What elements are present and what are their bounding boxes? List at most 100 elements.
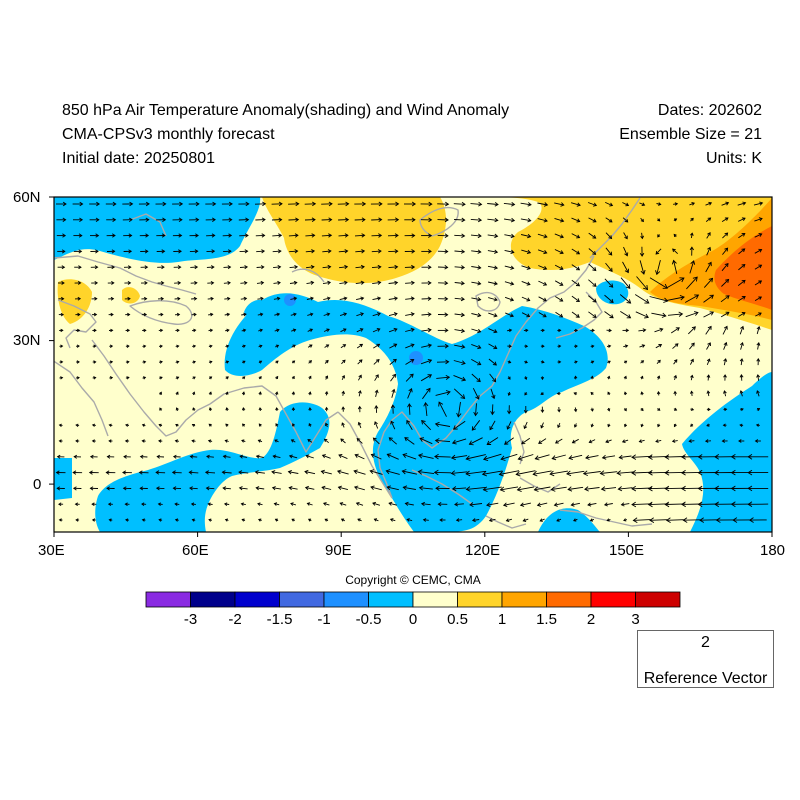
- wind-vector-shaft: [754, 249, 762, 254]
- wind-vector-shaft: [354, 486, 365, 491]
- wind-vector-head: [109, 376, 114, 380]
- wind-vector-head: [599, 470, 605, 476]
- lon-label-150e: 150E: [609, 542, 645, 559]
- wind-vector-head: [225, 391, 229, 395]
- wind-vector-shaft: [321, 234, 332, 237]
- wind-vector-shaft: [223, 282, 231, 284]
- wind-vector-head: [210, 265, 215, 270]
- wind-vector-shaft: [705, 326, 712, 335]
- wind-vector-head: [640, 235, 645, 240]
- wind-vector-head: [107, 502, 112, 506]
- wind-vector-head: [128, 233, 133, 238]
- wind-vector-head: [427, 296, 432, 301]
- wind-vector-head: [141, 439, 145, 443]
- wind-vector-head: [60, 312, 65, 317]
- wind-vector-head: [272, 454, 277, 459]
- wind-vector-head: [607, 360, 611, 364]
- wind-vector-head: [337, 485, 342, 491]
- wind-vector-head: [375, 374, 379, 378]
- colorbar: [145, 591, 681, 608]
- wind-vector-shaft: [623, 232, 628, 239]
- lon-label-90e: 90E: [325, 542, 352, 559]
- wind-vector-head: [76, 328, 81, 333]
- wind-vector-head: [582, 470, 588, 477]
- wind-vector-head: [498, 471, 504, 477]
- wind-vector-head: [608, 328, 612, 333]
- wind-vector-head: [739, 358, 744, 362]
- wind-vector-head: [259, 360, 263, 364]
- wind-vector-shaft: [307, 313, 313, 316]
- wind-vector-head: [411, 233, 416, 238]
- wind-vector-head: [328, 217, 333, 222]
- wind-vector-shaft: [641, 232, 643, 239]
- wind-vector-head: [730, 469, 736, 476]
- wind-vector-head: [227, 265, 232, 270]
- wind-vector-head: [209, 376, 213, 380]
- wind-vector-head: [493, 345, 498, 350]
- wind-vector-shaft: [340, 328, 347, 333]
- wind-vector-shaft: [205, 471, 216, 474]
- wind-vector-shaft: [405, 328, 415, 332]
- wind-vector-shaft: [255, 471, 265, 474]
- wind-vector-head: [77, 281, 82, 285]
- wind-vector-head: [671, 439, 676, 443]
- wind-vector-head: [730, 485, 736, 492]
- wind-vector-head: [560, 202, 565, 207]
- wind-vector-head: [592, 282, 597, 287]
- wind-vector-head: [360, 312, 364, 317]
- wind-vector-head: [262, 201, 267, 207]
- wind-vector-head: [58, 423, 62, 427]
- wind-vector-head: [192, 407, 196, 411]
- wind-vector-head: [159, 344, 163, 348]
- wind-vector-head: [554, 439, 559, 444]
- wind-vector-shaft: [489, 373, 496, 382]
- wind-vector-shaft: [636, 276, 648, 290]
- colorbar-tick-label: -3: [183, 611, 198, 628]
- wind-vector-shaft: [206, 455, 214, 458]
- wind-vector-head: [608, 267, 613, 272]
- wind-vector-head: [110, 312, 114, 317]
- wind-vector-shaft: [738, 264, 746, 271]
- wind-vector-head: [606, 518, 610, 522]
- wind-vector-head: [427, 312, 432, 317]
- wind-vector-shaft: [757, 342, 760, 350]
- wind-vector-shaft: [355, 454, 365, 460]
- wind-vector-head: [72, 486, 77, 491]
- wind-vector-shaft: [672, 440, 678, 442]
- wind-vector-shaft: [504, 437, 514, 445]
- wind-vector-shaft: [705, 217, 711, 222]
- wind-vector-shaft: [619, 294, 631, 304]
- wind-vector-shaft: [457, 401, 461, 417]
- wind-vector-shaft: [436, 376, 450, 379]
- wind-vector-shaft: [390, 421, 396, 430]
- wind-vector-head: [502, 502, 508, 508]
- wind-vector-head: [343, 328, 347, 332]
- wind-vector-head: [207, 502, 211, 506]
- wind-vector-head: [640, 408, 644, 412]
- wind-vector-head: [404, 501, 409, 506]
- wind-vector-head: [60, 344, 64, 348]
- wind-vector-head: [519, 502, 525, 507]
- wind-vector-head: [328, 233, 333, 238]
- wind-vector-head: [609, 298, 614, 304]
- wind-vector-head: [209, 344, 213, 348]
- wind-vector-head: [293, 312, 297, 317]
- wind-vector-head: [411, 264, 416, 270]
- wind-vector-head: [603, 502, 608, 507]
- colorbar-tick-label: -1: [317, 611, 331, 628]
- wind-vector-head: [390, 420, 395, 425]
- wind-vector-shaft: [288, 234, 298, 237]
- wind-vector-shaft: [466, 486, 486, 490]
- wind-vector-head: [527, 217, 532, 223]
- wind-vector-head: [278, 201, 283, 207]
- wind-vector-head: [517, 455, 523, 461]
- wind-vector-shaft: [470, 203, 482, 205]
- wind-vector-head: [694, 294, 700, 300]
- wind-vector-shaft: [754, 296, 762, 301]
- wind-vector-shaft: [655, 439, 662, 443]
- wind-vector-head: [304, 469, 309, 475]
- wind-vector-head: [370, 453, 376, 458]
- wind-vector-head: [278, 217, 283, 222]
- wind-vector-shaft: [554, 502, 564, 506]
- wind-vector-head: [310, 296, 314, 301]
